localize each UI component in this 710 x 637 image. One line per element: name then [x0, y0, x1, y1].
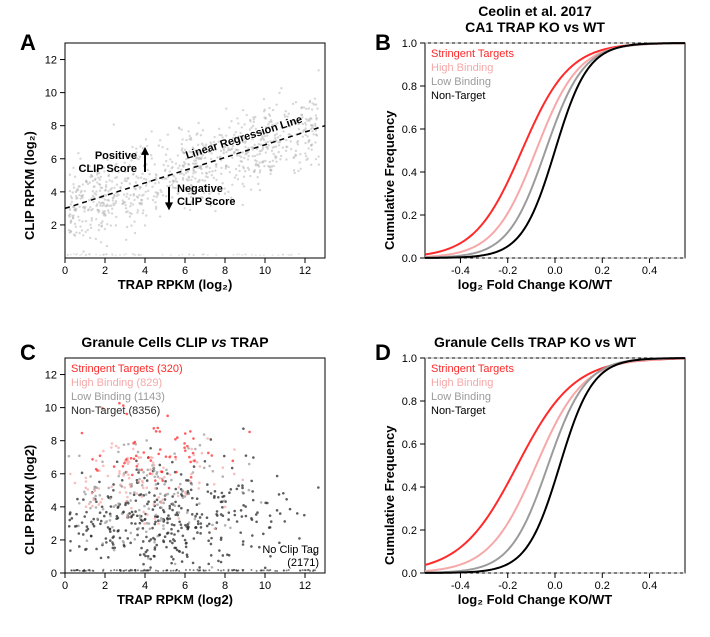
panel-d: Granule Cells TRAP KO vs WT -0.4-0.20.00…	[370, 350, 700, 610]
panel-a: 0 2 4 6 8 10 12 2 4 6 8 10 12 Linear Regression Line P…	[10, 35, 340, 295]
svg-text:-0.4: -0.4	[451, 265, 470, 277]
svg-text:-0.4: -0.4	[451, 580, 470, 592]
panel-c: Granule Cells CLIP vs TRAP 0246810120246…	[10, 350, 340, 610]
panel-c-ylabel: CLIP RPKM (log2)	[22, 445, 37, 555]
svg-text:8: 8	[51, 121, 57, 133]
svg-text:Stringent Targets: Stringent Targets	[431, 363, 514, 375]
svg-text:(2171): (2171)	[287, 557, 319, 569]
svg-text:0: 0	[62, 265, 68, 277]
panel-d-ylabel: Cumulative Frequency	[382, 426, 397, 565]
svg-text:Low Binding: Low Binding	[431, 391, 491, 403]
svg-text:6: 6	[51, 469, 57, 481]
svg-text:1.0: 1.0	[402, 353, 417, 365]
svg-text:0: 0	[51, 568, 57, 580]
panel-b-svg: -0.4 -0.2 0.0 0.2 0.4 0.0 0.2 0.4 0.6 0.8 1.0 Strin…	[370, 35, 700, 295]
svg-text:Low Binding (1143): Low Binding (1143)	[71, 391, 165, 403]
svg-text:10: 10	[45, 403, 57, 415]
panel-b-title1: Ceolin et al. 2017	[370, 3, 700, 19]
panel-c-svg: 0 2 4 6 8 10 12 0 2 4 6 8 10 12 Stringent Targets (320…	[10, 350, 340, 610]
panel-c-xlabel: TRAP RPKM (log2)	[10, 592, 340, 607]
svg-text:0.0: 0.0	[402, 568, 417, 580]
svg-text:CLIP Score: CLIP Score	[177, 196, 236, 208]
svg-text:Low Binding: Low Binding	[431, 76, 491, 88]
svg-text:12: 12	[299, 265, 311, 277]
svg-text:0.4: 0.4	[642, 265, 657, 277]
svg-text:0.4: 0.4	[402, 482, 417, 494]
figure-root: A 02468101224681012Linear Regression Lin…	[0, 0, 710, 637]
svg-text:Stringent Targets (320): Stringent Targets (320)	[71, 363, 183, 375]
svg-text:0: 0	[62, 580, 68, 592]
svg-text:4: 4	[142, 580, 148, 592]
svg-text:10: 10	[259, 580, 271, 592]
svg-text:0.2: 0.2	[402, 210, 417, 222]
svg-text:4: 4	[51, 187, 57, 199]
svg-text:2: 2	[51, 220, 57, 232]
svg-text:2: 2	[102, 580, 108, 592]
svg-text:0.0: 0.0	[547, 580, 562, 592]
panel-d-title: Granule Cells TRAP KO vs WT	[370, 334, 700, 350]
svg-text:0.0: 0.0	[547, 265, 562, 277]
svg-text:0.8: 0.8	[402, 396, 417, 408]
panel-a-svg: 0 2 4 6 8 10 12 2 4 6 8 10 12 Linear Regression Line P…	[10, 35, 340, 295]
panel-b: Ceolin et al. 2017 CA1 TRAP KO vs WT -0.…	[370, 35, 700, 295]
svg-text:0.4: 0.4	[642, 580, 657, 592]
svg-text:High Binding: High Binding	[431, 377, 493, 389]
svg-text:Stringent Targets: Stringent Targets	[431, 48, 514, 60]
svg-text:4: 4	[51, 502, 57, 514]
svg-text:Positive: Positive	[95, 150, 137, 162]
svg-text:Linear Regression Line: Linear Regression Line	[184, 114, 304, 162]
svg-text:Non-Target: Non-Target	[431, 90, 485, 102]
svg-text:2: 2	[102, 265, 108, 277]
svg-text:6: 6	[182, 265, 188, 277]
svg-text:6: 6	[182, 580, 188, 592]
svg-text:12: 12	[299, 580, 311, 592]
svg-text:2: 2	[51, 535, 57, 547]
svg-text:0.2: 0.2	[595, 580, 610, 592]
svg-text:-0.2: -0.2	[498, 265, 517, 277]
svg-text:-0.2: -0.2	[498, 580, 517, 592]
svg-text:0.0: 0.0	[402, 253, 417, 265]
svg-text:High Binding: High Binding	[431, 62, 493, 74]
panel-a-ylabel: CLIP RPKM (log₂)	[22, 131, 37, 240]
svg-text:10: 10	[45, 88, 57, 100]
svg-text:0.4: 0.4	[402, 167, 417, 179]
svg-text:6: 6	[51, 154, 57, 166]
svg-text:Non-Target (8356): Non-Target (8356)	[71, 405, 160, 417]
svg-text:0.2: 0.2	[402, 525, 417, 537]
svg-text:Negative: Negative	[177, 183, 223, 195]
svg-text:8: 8	[222, 580, 228, 592]
svg-text:12: 12	[45, 55, 57, 67]
svg-text:Non-Target: Non-Target	[431, 405, 485, 417]
svg-text:10: 10	[259, 265, 271, 277]
panel-d-xlabel: log₂ Fold Change KO/WT	[370, 592, 700, 607]
svg-text:0.6: 0.6	[402, 124, 417, 136]
svg-text:High Binding (829): High Binding (829)	[71, 377, 162, 389]
svg-text:8: 8	[51, 436, 57, 448]
panel-a-xlabel: TRAP RPKM (log₂)	[10, 277, 340, 292]
panel-c-title: Granule Cells CLIP vs TRAP	[10, 334, 340, 350]
svg-text:No Clip Tag: No Clip Tag	[262, 544, 319, 556]
svg-text:0.2: 0.2	[595, 265, 610, 277]
panel-d-svg: -0.4 -0.2 0.0 0.2 0.4 0.0 0.2 0.4 0.6 0.8 1.0 Strin…	[370, 350, 700, 610]
svg-text:4: 4	[142, 265, 148, 277]
panel-b-ylabel: Cumulative Frequency	[382, 111, 397, 250]
svg-text:CLIP Score: CLIP Score	[79, 163, 138, 175]
panel-b-xlabel: log₂ Fold Change KO/WT	[370, 277, 700, 292]
svg-text:8: 8	[222, 265, 228, 277]
svg-text:12: 12	[45, 370, 57, 382]
svg-text:0.6: 0.6	[402, 439, 417, 451]
panel-b-title2: CA1 TRAP KO vs WT	[370, 19, 700, 35]
svg-text:0.8: 0.8	[402, 81, 417, 93]
svg-text:1.0: 1.0	[402, 38, 417, 50]
